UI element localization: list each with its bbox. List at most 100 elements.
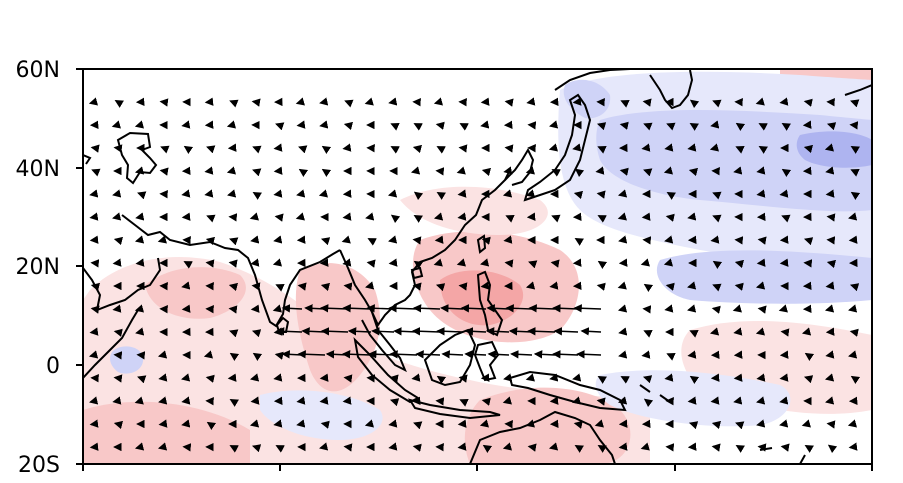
wind-vector: [595, 166, 605, 175]
wind-vector: [295, 97, 305, 106]
wind-vector: [758, 145, 768, 154]
lon-ticks: [82, 464, 873, 471]
wind-vector: [112, 189, 122, 198]
wind-vector: [779, 373, 789, 382]
wind-vector: [251, 329, 262, 338]
wind-vector: [274, 213, 284, 222]
wind-vector: [525, 419, 535, 428]
wind-vector: [90, 144, 100, 153]
wind-vector: [296, 396, 306, 405]
wind-vector: [464, 327, 487, 336]
coast-caspian: [116, 131, 158, 185]
wind-vector: [183, 261, 193, 269]
coast-alaska: [844, 84, 872, 96]
wind-vector: [296, 419, 306, 428]
wind-vector: [457, 189, 467, 198]
wind-vector: [364, 419, 375, 428]
wind-vector: [441, 350, 464, 359]
coast-japan: [523, 93, 592, 202]
wind-vector: [572, 373, 582, 382]
wind-vector: [848, 304, 858, 313]
wind-vector: [113, 328, 123, 337]
wind-vector: [712, 260, 723, 269]
coast-somalia: [83, 309, 139, 379]
wind-vector: [90, 282, 101, 292]
wind-vector: [803, 237, 814, 246]
wind-vector: [758, 123, 768, 131]
wind-vector: [801, 419, 811, 428]
wind-vector: [252, 168, 262, 177]
wind-vector: [433, 258, 443, 267]
wind-vector: [504, 98, 514, 107]
wind-vector: [181, 373, 191, 382]
wind-vector: [824, 143, 835, 152]
wind-vector: [779, 97, 789, 106]
wind-vector: [480, 258, 490, 267]
wind-vector: [849, 328, 859, 337]
wind-vector: [502, 442, 513, 451]
wind-vector: [252, 145, 262, 154]
wind-vector: [459, 398, 469, 407]
wind-vector: [457, 442, 467, 451]
wind-vector: [412, 144, 423, 154]
wind-vector: [643, 398, 654, 408]
wind-vector: [413, 214, 423, 223]
wind-vector: [663, 166, 674, 175]
wind-vector: [273, 327, 283, 336]
wind-vector: [710, 235, 720, 244]
wind-vector: [229, 398, 239, 407]
wind-vector: [596, 122, 607, 131]
wind-vector: [734, 282, 744, 291]
wind-vector: [643, 283, 654, 292]
wind-vector: [157, 350, 168, 359]
wind-vector: [319, 442, 329, 451]
wind-vector: [249, 212, 259, 221]
wind-vector: [550, 259, 560, 268]
wind-vector: [849, 283, 860, 292]
wind-vector: [89, 189, 99, 198]
wind-vector: [134, 166, 145, 175]
wind-vector: [665, 282, 675, 291]
wind-vector: [206, 145, 216, 154]
wind-vector: [573, 190, 584, 200]
wind-vector: [436, 327, 464, 336]
wind-vector: [597, 260, 608, 269]
wind-vector: [89, 327, 99, 336]
shading-layer: [83, 69, 872, 464]
wind-vector: [778, 304, 788, 313]
wind-vector: [618, 235, 628, 244]
wind-vector: [295, 212, 305, 221]
wind-vector: [573, 420, 583, 429]
wind-vector: [850, 145, 860, 154]
wind-vector: [364, 97, 374, 106]
wind-vector: [664, 373, 674, 382]
wind-vector: [617, 396, 628, 405]
warm-region-arabian-mid: [145, 267, 246, 319]
wind-vector: [525, 166, 535, 175]
wind-vector: [157, 235, 167, 244]
wind-vector: [319, 120, 329, 129]
wind-vector: [712, 99, 722, 108]
wind-vector: [111, 120, 121, 129]
wind-vector: [687, 304, 697, 313]
wind-vector: [134, 120, 145, 129]
coast-korea: [504, 147, 535, 186]
wind-vector: [688, 167, 699, 177]
wind-vector: [548, 143, 559, 152]
wind-vector: [435, 121, 445, 130]
lat-label-0: 0: [46, 354, 60, 379]
wind-vector: [366, 259, 376, 268]
wind-vector: [281, 304, 303, 313]
wind-vector: [596, 397, 606, 406]
wind-vector: [533, 350, 556, 359]
wind-vector: [528, 304, 556, 313]
wind-vector: [251, 444, 262, 453]
wind-vector: [618, 350, 628, 359]
wind-vector: [479, 419, 490, 428]
wind-vector: [803, 144, 814, 154]
wind-vector: [411, 327, 441, 336]
wind-vector: [388, 258, 398, 267]
wind-vector: [641, 350, 651, 359]
wind-vector: [321, 168, 332, 177]
wind-vector: [181, 120, 191, 129]
